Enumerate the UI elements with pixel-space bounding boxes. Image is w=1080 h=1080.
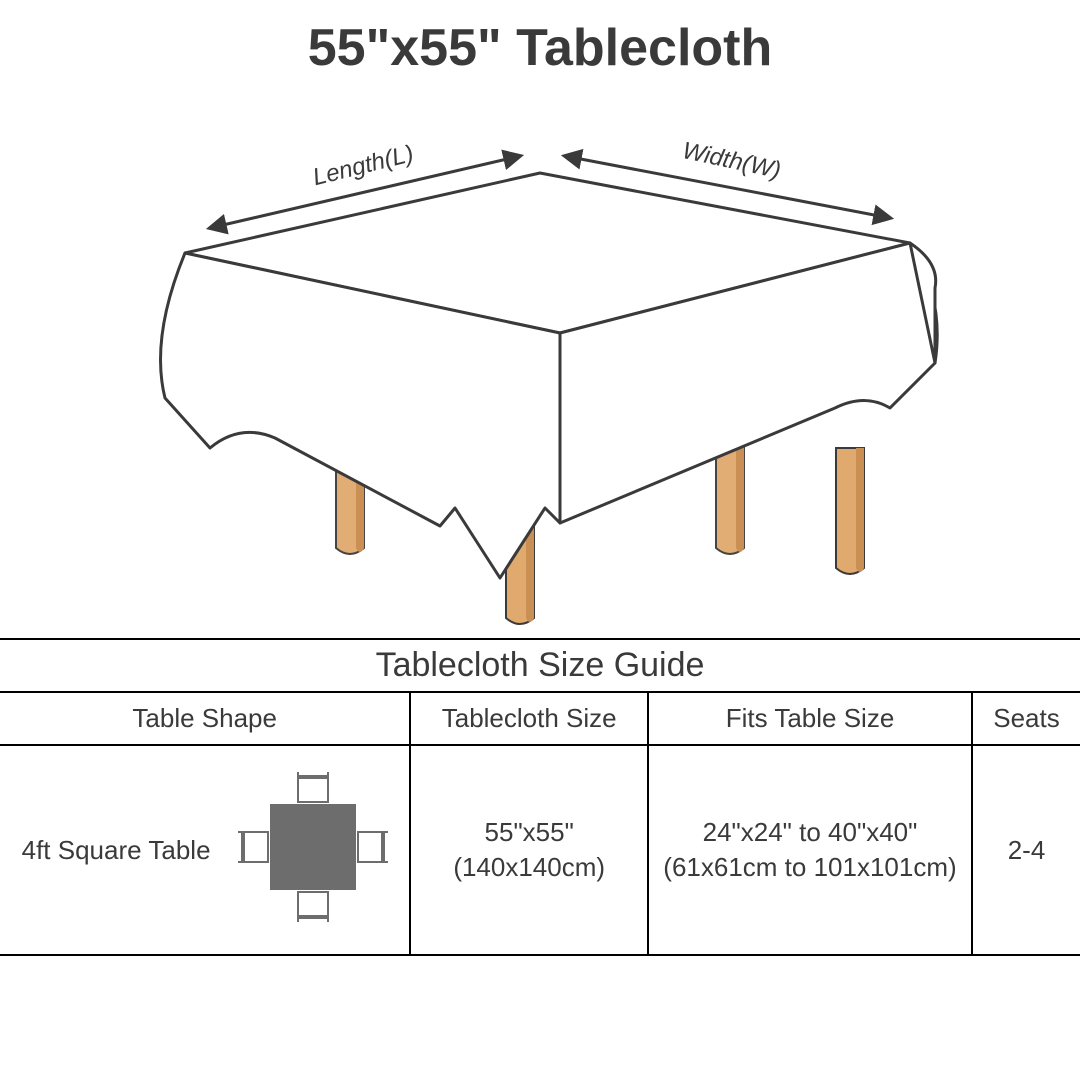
tablecloth-size-secondary: (140x140cm) [417, 850, 641, 885]
cell-tablecloth-size: 55"x55" (140x140cm) [410, 745, 648, 955]
size-guide-heading: Tablecloth Size Guide [0, 638, 1080, 693]
fits-size-secondary: (61x61cm to 101x101cm) [655, 850, 965, 885]
table-header-row: Table Shape Tablecloth Size Fits Table S… [0, 693, 1080, 745]
tablecloth-size-primary: 55"x55" [417, 815, 641, 850]
shape-label: 4ft Square Table [22, 831, 211, 870]
col-tablecloth-size: Tablecloth Size [410, 693, 648, 745]
size-guide-table: Table Shape Tablecloth Size Fits Table S… [0, 693, 1080, 956]
col-seats: Seats [972, 693, 1080, 745]
fits-size-primary: 24"x24" to 40"x40" [655, 815, 965, 850]
col-fits-size: Fits Table Size [648, 693, 972, 745]
cell-fits-size: 24"x24" to 40"x40" (61x61cm to 101x101cm… [648, 745, 972, 955]
col-table-shape: Table Shape [0, 693, 410, 745]
square-table-icon [238, 772, 388, 929]
shape-label-line2: Table [148, 835, 210, 865]
tablecloth-illustration: Length(L)Width(W) [0, 78, 1080, 638]
shape-label-line1: 4ft Square [22, 835, 142, 865]
cell-seats: 2-4 [972, 745, 1080, 955]
page-title: 55"x55" Tablecloth [0, 0, 1080, 78]
table-row: 4ft Square Table 55"x55" (140x140cm) 24"… [0, 745, 1080, 955]
cell-table-shape: 4ft Square Table [0, 745, 410, 955]
svg-text:Width(W): Width(W) [680, 137, 783, 184]
